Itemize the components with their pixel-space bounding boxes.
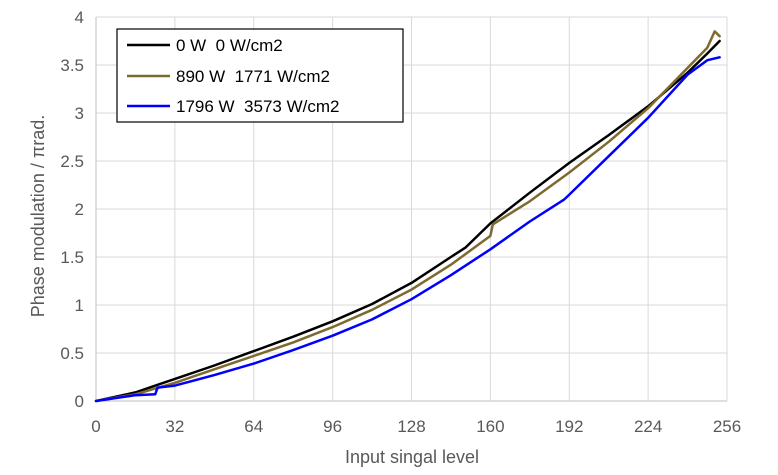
x-tick-label: 160 [476,417,504,436]
tick-labels: 0 0.5 1 1.5 2 2.5 3 3.5 4 0 32 64 96 128 160 192 224 256 [60,8,741,436]
y-tick-label: 3 [75,104,84,123]
y-axis-title: Phase modulation / πrad. [28,115,48,318]
x-tick-label: 128 [397,417,425,436]
series-layer [94,30,721,403]
x-tick-label: 192 [555,417,583,436]
y-tick-label: 0 [75,392,84,411]
series-line-2 [94,56,721,403]
y-tick-label: 4 [75,8,84,27]
y-tick-label: 2 [75,200,84,219]
series-line-1 [94,30,721,403]
y-tick-label: 2.5 [60,152,84,171]
x-axis-title: Input singal level [345,447,479,467]
legend-label-1: 890 W 1771 W/cm2 [176,67,330,86]
x-tick-label: 256 [713,417,741,436]
y-tick-label: 3.5 [60,56,84,75]
x-tick-label: 64 [244,417,263,436]
x-tick-label: 0 [91,417,100,436]
x-tick-label: 224 [634,417,662,436]
series-line-0 [94,39,721,403]
x-tick-label: 96 [323,417,342,436]
x-tick-label: 32 [165,417,184,436]
legend-label-2: 1796 W 3573 W/cm2 [176,97,339,116]
legend-label-0: 0 W 0 W/cm2 [176,36,283,55]
y-tick-label: 1 [75,296,84,315]
y-tick-label: 1.5 [60,248,84,267]
legend: 0 W 0 W/cm2 890 W 1771 W/cm2 1796 W 3573… [116,28,404,123]
y-tick-label: 0.5 [60,344,84,363]
